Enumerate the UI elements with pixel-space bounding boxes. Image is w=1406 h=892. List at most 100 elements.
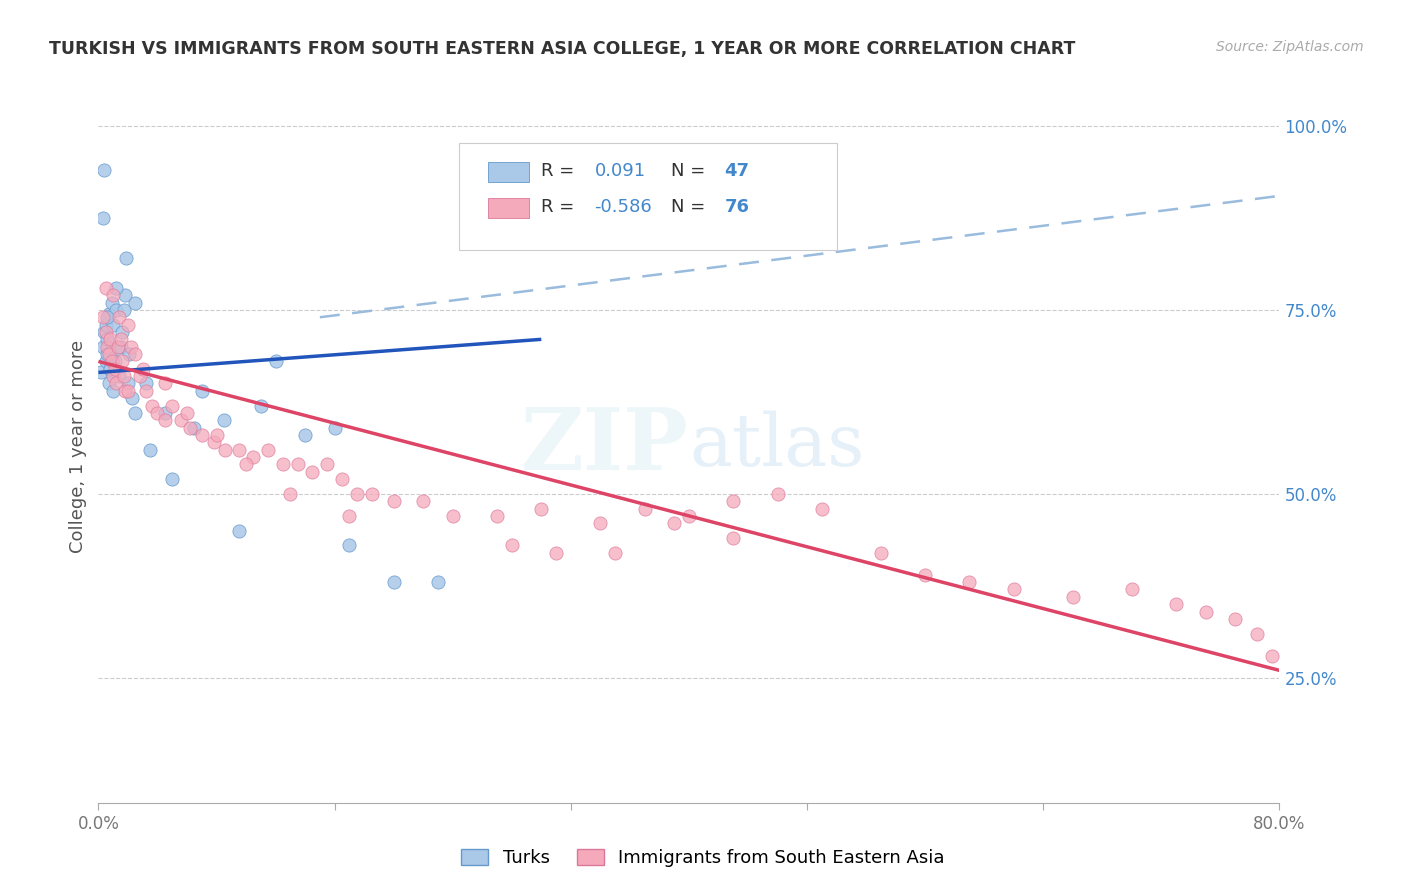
Point — [271, 458, 294, 472]
Text: -0.586: -0.586 — [595, 198, 652, 216]
Point — [104, 361, 127, 376]
Point — [96, 310, 118, 325]
Point — [441, 508, 464, 523]
Point — [1062, 590, 1084, 604]
Point — [97, 307, 120, 321]
Point — [330, 472, 353, 486]
Point — [98, 332, 121, 346]
Text: R =: R = — [541, 198, 581, 216]
Point — [228, 524, 250, 538]
Point — [117, 318, 139, 332]
Text: atlas: atlas — [689, 410, 865, 482]
Point — [124, 406, 146, 420]
Point — [301, 465, 323, 479]
Point — [97, 376, 120, 391]
Point — [191, 428, 214, 442]
Text: ZIP: ZIP — [522, 404, 689, 488]
Point — [242, 450, 264, 464]
Point — [91, 310, 114, 325]
Point — [235, 458, 257, 472]
Text: TURKISH VS IMMIGRANTS FROM SOUTH EASTERN ASIA COLLEGE, 1 YEAR OR MORE CORRELATIO: TURKISH VS IMMIGRANTS FROM SOUTH EASTERN… — [49, 40, 1076, 58]
Point — [346, 487, 368, 501]
Point — [97, 347, 120, 361]
Point — [360, 487, 382, 501]
Point — [162, 399, 183, 413]
Point — [914, 567, 936, 582]
Point — [107, 340, 129, 354]
Point — [176, 406, 198, 420]
Point — [869, 546, 891, 560]
Point — [1261, 648, 1284, 663]
Point — [228, 442, 250, 457]
Point — [264, 354, 287, 368]
Point — [121, 391, 143, 405]
Point — [139, 442, 162, 457]
Point — [486, 508, 509, 523]
Point — [112, 369, 135, 384]
Point — [94, 318, 117, 332]
Point — [91, 211, 114, 225]
Point — [104, 354, 127, 368]
Point — [100, 295, 122, 310]
Point — [546, 546, 568, 560]
Point — [316, 458, 339, 472]
Point — [93, 325, 115, 339]
Point — [287, 458, 309, 472]
Point — [179, 420, 201, 434]
Point — [110, 340, 132, 354]
Point — [114, 384, 136, 398]
Point — [278, 487, 302, 501]
Point — [664, 516, 686, 531]
Point — [112, 302, 135, 317]
Point — [723, 494, 745, 508]
Point — [1223, 612, 1246, 626]
Point — [94, 354, 117, 368]
Y-axis label: College, 1 year or more: College, 1 year or more — [69, 340, 87, 552]
Point — [103, 318, 125, 332]
FancyBboxPatch shape — [488, 198, 530, 218]
Point — [91, 340, 114, 354]
Point — [339, 508, 360, 523]
Text: 0.091: 0.091 — [595, 162, 645, 180]
Point — [382, 575, 405, 590]
Point — [141, 399, 163, 413]
Point — [120, 340, 142, 354]
Point — [153, 406, 176, 420]
Point — [810, 501, 832, 516]
Point — [107, 340, 129, 354]
Point — [153, 413, 176, 427]
Point — [111, 354, 134, 368]
Point — [202, 435, 225, 450]
Point — [96, 340, 118, 354]
Point — [170, 413, 193, 427]
Point — [146, 406, 169, 420]
Point — [103, 288, 125, 302]
Point — [678, 508, 700, 523]
Text: N =: N = — [671, 198, 711, 216]
Point — [257, 442, 280, 457]
Point — [94, 281, 117, 295]
Point — [105, 376, 128, 391]
Point — [124, 347, 146, 361]
Point — [191, 384, 214, 398]
Point — [103, 384, 125, 398]
Point — [135, 384, 157, 398]
Point — [1195, 605, 1218, 619]
Point — [339, 538, 360, 552]
Point — [605, 546, 627, 560]
Point — [427, 575, 450, 590]
FancyBboxPatch shape — [488, 162, 530, 182]
Point — [105, 281, 128, 295]
Point — [323, 420, 346, 434]
Point — [98, 361, 121, 376]
Point — [124, 295, 146, 310]
Point — [93, 163, 115, 178]
Point — [90, 366, 112, 380]
Point — [1246, 626, 1268, 640]
Point — [250, 399, 273, 413]
Point — [959, 575, 981, 590]
Point — [103, 369, 125, 384]
Point — [105, 302, 128, 317]
Point — [110, 332, 132, 346]
Point — [633, 501, 655, 516]
